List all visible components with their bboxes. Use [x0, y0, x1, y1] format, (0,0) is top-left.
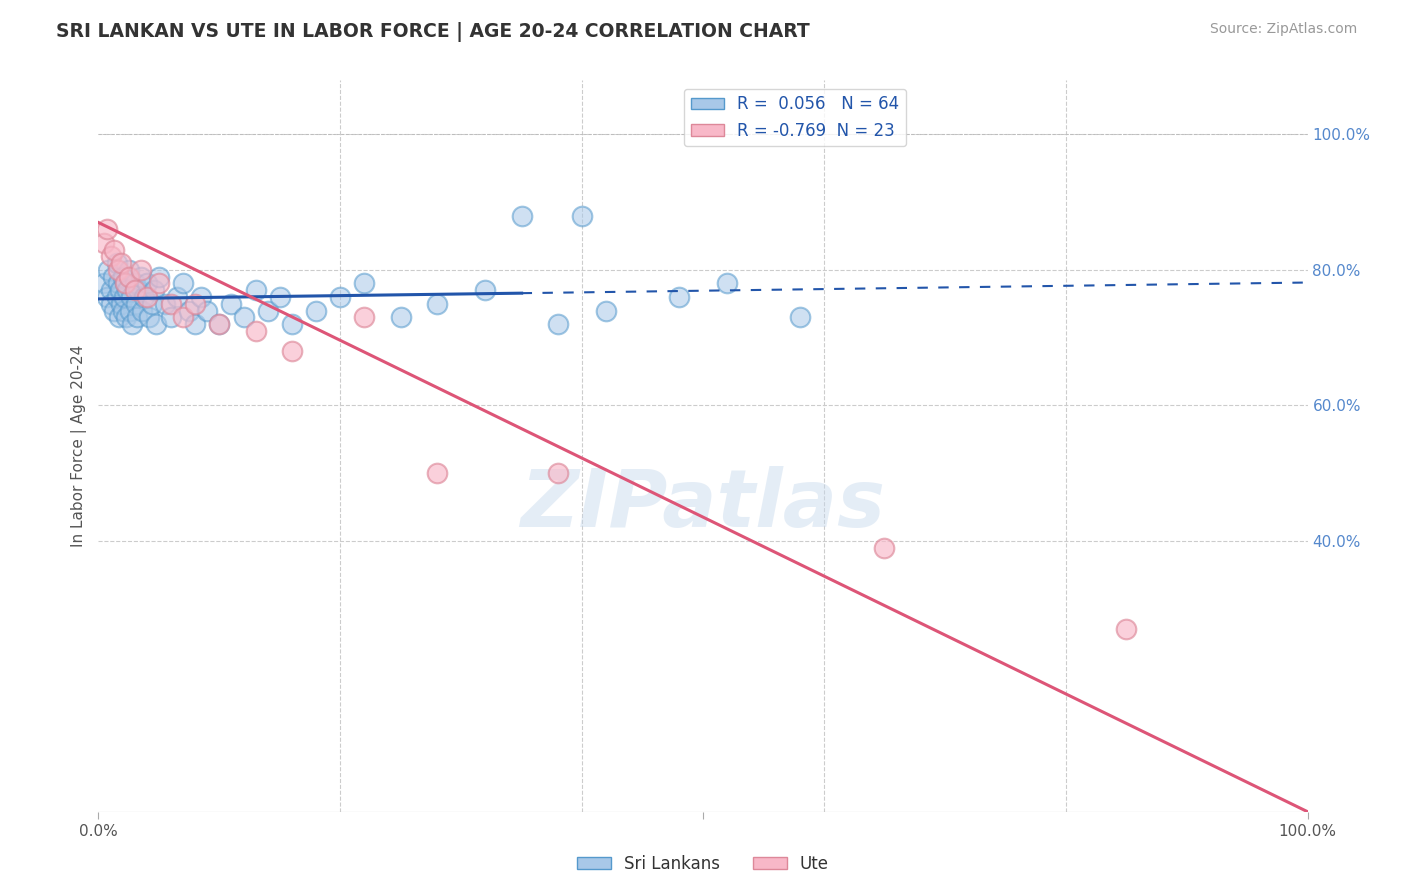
- Point: [166, 290, 188, 304]
- Point: [426, 466, 449, 480]
- Point: [118, 303, 141, 318]
- Point: [426, 297, 449, 311]
- Point: [103, 243, 125, 257]
- Point: [353, 310, 375, 325]
- Point: [389, 310, 412, 325]
- Legend: R =  0.056   N = 64, R = -0.769  N = 23: R = 0.056 N = 64, R = -0.769 N = 23: [685, 88, 907, 146]
- Point: [571, 209, 593, 223]
- Point: [353, 277, 375, 291]
- Point: [118, 263, 141, 277]
- Point: [124, 283, 146, 297]
- Point: [124, 277, 146, 291]
- Point: [148, 277, 170, 291]
- Point: [510, 209, 533, 223]
- Point: [547, 317, 569, 331]
- Point: [115, 310, 138, 325]
- Point: [135, 290, 157, 304]
- Point: [305, 303, 328, 318]
- Point: [179, 303, 201, 318]
- Point: [127, 310, 149, 325]
- Point: [256, 303, 278, 318]
- Point: [269, 290, 291, 304]
- Point: [101, 269, 124, 284]
- Point: [135, 277, 157, 291]
- Point: [184, 297, 207, 311]
- Point: [111, 303, 134, 318]
- Point: [110, 256, 132, 270]
- Point: [108, 283, 131, 297]
- Point: [97, 263, 120, 277]
- Point: [245, 324, 267, 338]
- Point: [245, 283, 267, 297]
- Point: [172, 310, 194, 325]
- Point: [127, 283, 149, 297]
- Point: [329, 290, 352, 304]
- Point: [232, 310, 254, 325]
- Text: Source: ZipAtlas.com: Source: ZipAtlas.com: [1209, 22, 1357, 37]
- Point: [160, 297, 183, 311]
- Point: [112, 290, 135, 304]
- Point: [131, 303, 153, 318]
- Point: [143, 283, 166, 297]
- Point: [120, 290, 142, 304]
- Point: [547, 466, 569, 480]
- Point: [105, 256, 128, 270]
- Point: [221, 297, 243, 311]
- Point: [281, 344, 304, 359]
- Point: [100, 297, 122, 311]
- Point: [93, 235, 115, 250]
- Text: SRI LANKAN VS UTE IN LABOR FORCE | AGE 20-24 CORRELATION CHART: SRI LANKAN VS UTE IN LABOR FORCE | AGE 2…: [56, 22, 810, 42]
- Point: [100, 283, 122, 297]
- Point: [474, 283, 496, 297]
- Point: [172, 277, 194, 291]
- Text: ZIPatlas: ZIPatlas: [520, 466, 886, 543]
- Point: [148, 269, 170, 284]
- Point: [111, 269, 134, 284]
- Point: [195, 303, 218, 318]
- Legend: Sri Lankans, Ute: Sri Lankans, Ute: [571, 848, 835, 880]
- Point: [107, 263, 129, 277]
- Point: [145, 317, 167, 331]
- Y-axis label: In Labor Force | Age 20-24: In Labor Force | Age 20-24: [72, 345, 87, 547]
- Point: [138, 310, 160, 325]
- Point: [668, 290, 690, 304]
- Point: [595, 303, 617, 318]
- Point: [117, 283, 139, 297]
- Point: [141, 297, 163, 311]
- Point: [129, 263, 152, 277]
- Point: [873, 541, 896, 555]
- Point: [108, 310, 131, 325]
- Point: [190, 290, 212, 304]
- Point: [208, 317, 231, 331]
- Point: [105, 290, 128, 304]
- Point: [125, 297, 148, 311]
- Point: [121, 317, 143, 331]
- Point: [281, 317, 304, 331]
- Point: [208, 317, 231, 331]
- Point: [789, 310, 811, 325]
- Point: [96, 222, 118, 236]
- Point: [93, 277, 115, 291]
- Point: [107, 277, 129, 291]
- Point: [114, 277, 136, 291]
- Point: [160, 310, 183, 325]
- Point: [96, 290, 118, 304]
- Point: [118, 269, 141, 284]
- Point: [134, 290, 156, 304]
- Point: [129, 269, 152, 284]
- Point: [103, 303, 125, 318]
- Point: [716, 277, 738, 291]
- Point: [114, 277, 136, 291]
- Point: [1115, 622, 1137, 636]
- Point: [153, 297, 176, 311]
- Point: [184, 317, 207, 331]
- Point: [110, 297, 132, 311]
- Point: [100, 249, 122, 263]
